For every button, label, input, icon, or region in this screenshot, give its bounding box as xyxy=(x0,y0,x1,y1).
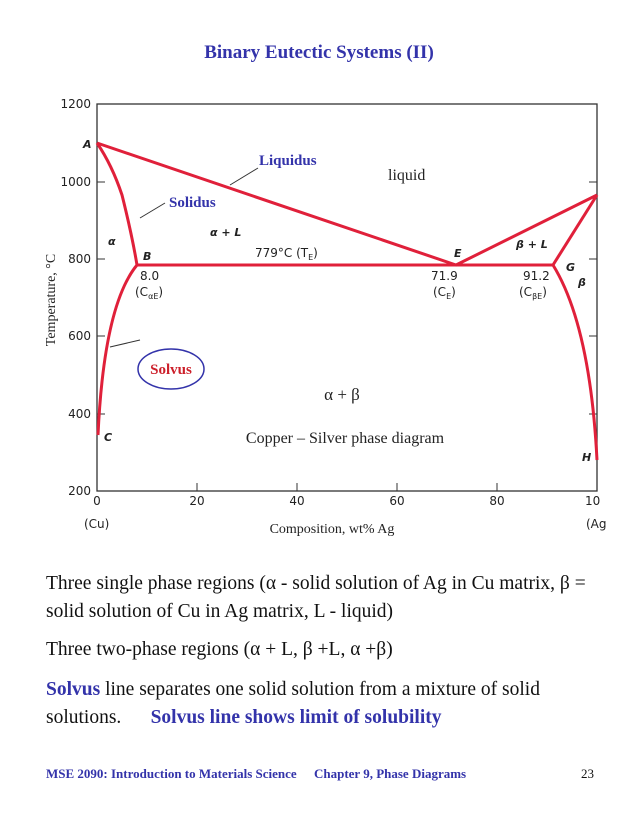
point-label: E xyxy=(454,247,462,260)
c: (C xyxy=(135,285,148,299)
phase-label: α xyxy=(108,235,116,248)
term: Solvus xyxy=(46,679,101,700)
phase-diagram: 200 400 600 800 1000 1200 0 20 40 60 80 … xyxy=(44,97,607,537)
composition-label: (CαE) xyxy=(135,285,163,301)
phase-label: α + L xyxy=(210,226,241,239)
paragraph: Solvus line separates one solid solution… xyxy=(46,676,606,732)
x-tick-label: 20 xyxy=(189,494,204,508)
composition-value: 91.2 xyxy=(523,269,550,283)
point-label: A xyxy=(82,138,92,151)
solidus-label: Solidus xyxy=(169,195,216,211)
x-tick-label: 10 xyxy=(585,494,600,508)
liquid-label: liquid xyxy=(388,167,425,184)
x-end-label: (Cu) xyxy=(84,517,109,531)
chapter: Chapter 9, Phase Diagrams xyxy=(313,766,467,781)
phase-label: β + L xyxy=(515,238,548,251)
emphasis: Solvus line shows limit of solubility xyxy=(150,707,442,728)
eutectic-sub: E xyxy=(308,253,313,262)
y-tick-label: 200 xyxy=(68,484,91,498)
point-label: H xyxy=(582,451,591,464)
y-tick-label: 400 xyxy=(68,407,91,421)
x-end-label: (Ag xyxy=(586,517,607,531)
x-tick-label: 40 xyxy=(289,494,304,508)
ticks xyxy=(97,103,597,492)
paragraph: Three single phase regions (α - solid so… xyxy=(46,573,586,622)
c: (C xyxy=(519,285,532,299)
c-sub: βE xyxy=(532,292,542,301)
point-label: C xyxy=(104,431,112,444)
two-phase-label: α + β xyxy=(324,385,360,404)
composition-label: (CβE) xyxy=(519,285,547,301)
composition-value: 8.0 xyxy=(140,269,159,283)
x-tick-label: 80 xyxy=(489,494,504,508)
c: (C xyxy=(433,285,446,299)
diagram-caption: Copper – Silver phase diagram xyxy=(246,430,445,447)
leaders xyxy=(109,167,259,348)
x-tick-label: 60 xyxy=(389,494,404,508)
solvus-ellipse xyxy=(137,348,205,390)
composition-label: (CE) xyxy=(433,285,456,301)
paragraph: Three two-phase regions (α + L, β +L, α … xyxy=(46,639,393,660)
y-tick-label: 1000 xyxy=(60,175,91,189)
slide-title: Binary Eutectic Systems (II) xyxy=(204,42,434,63)
x-axis-label: Composition, wt% Ag xyxy=(270,522,395,537)
phase-label: β xyxy=(577,276,586,289)
point-label: B xyxy=(143,250,151,263)
eutectic-temp: 779°C (T xyxy=(255,246,309,260)
footer: MSE 2090: Introduction to Materials Scie… xyxy=(46,766,594,782)
solvus-label: Solvus xyxy=(150,362,192,378)
phase-boundaries xyxy=(95,141,599,461)
y-tick-label: 1200 xyxy=(60,97,91,111)
x-tick-label: 0 xyxy=(93,494,101,508)
c-sub: E xyxy=(446,292,451,301)
composition-value: 71.9 xyxy=(431,269,458,283)
y-tick-label: 600 xyxy=(68,329,91,343)
liquidus-label: Liquidus xyxy=(259,153,317,169)
text: line separates one solid solution from a… xyxy=(46,679,540,728)
course: MSE 2090: Introduction to Materials Scie… xyxy=(46,766,297,781)
page-number: 23 xyxy=(581,766,594,781)
eutectic-label: 779°C (TE) xyxy=(255,246,318,262)
y-axis-label: Temperature, °C xyxy=(44,254,59,346)
plot-frame xyxy=(96,103,598,492)
y-tick-label: 800 xyxy=(68,252,91,266)
point-label: G xyxy=(566,261,575,274)
c-sub: αE xyxy=(148,292,158,301)
